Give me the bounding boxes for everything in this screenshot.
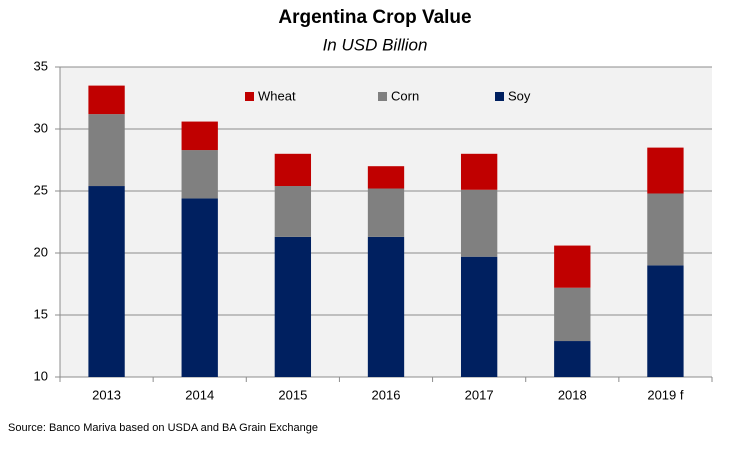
bar-segment bbox=[647, 265, 684, 377]
legend-label: Soy bbox=[508, 88, 531, 103]
legend-swatch bbox=[495, 92, 504, 101]
x-tick-label: 2016 bbox=[372, 387, 401, 402]
bar-segment bbox=[274, 186, 312, 237]
bar-segment bbox=[554, 287, 591, 342]
chart-subtitle: In USD Billion bbox=[323, 35, 428, 54]
legend-swatch bbox=[245, 92, 254, 101]
bar-segment bbox=[460, 256, 498, 377]
legend-label: Wheat bbox=[258, 88, 296, 103]
x-tick-label: 2013 bbox=[92, 387, 121, 402]
bar-segment bbox=[554, 341, 591, 377]
y-tick-label: 15 bbox=[34, 306, 48, 321]
y-tick-label: 25 bbox=[34, 182, 48, 197]
x-tick-label: 2014 bbox=[185, 387, 214, 402]
bar-segment bbox=[88, 114, 125, 187]
bar-segment bbox=[274, 236, 312, 377]
bar-segment bbox=[460, 189, 498, 257]
bar-segment bbox=[367, 166, 405, 189]
source-note: Source: Banco Mariva based on USDA and B… bbox=[8, 422, 318, 434]
x-tick-label: 2019 f bbox=[647, 387, 684, 402]
x-tick-label: 2015 bbox=[278, 387, 307, 402]
bar-segment bbox=[181, 121, 218, 151]
bar-segment bbox=[181, 198, 218, 377]
chart-title: Argentina Crop Value bbox=[278, 7, 471, 28]
y-tick-label: 20 bbox=[34, 244, 48, 259]
bar-segment bbox=[274, 153, 312, 187]
bar-segment bbox=[647, 193, 684, 266]
y-tick-label: 10 bbox=[34, 368, 48, 383]
bar-segment bbox=[367, 188, 405, 237]
y-tick-label: 35 bbox=[34, 58, 48, 73]
bar-segment bbox=[367, 236, 405, 377]
bar-segment bbox=[88, 186, 125, 377]
legend-swatch bbox=[378, 92, 387, 101]
x-tick-label: 2018 bbox=[558, 387, 587, 402]
bar-segment bbox=[181, 150, 218, 199]
x-tick-label: 2017 bbox=[465, 387, 494, 402]
bar-segment bbox=[88, 85, 125, 115]
y-tick-label: 30 bbox=[34, 120, 48, 135]
legend-label: Corn bbox=[391, 88, 419, 103]
bar-segment bbox=[554, 245, 591, 288]
bar-segment bbox=[647, 147, 684, 194]
bar-segment bbox=[460, 153, 498, 190]
